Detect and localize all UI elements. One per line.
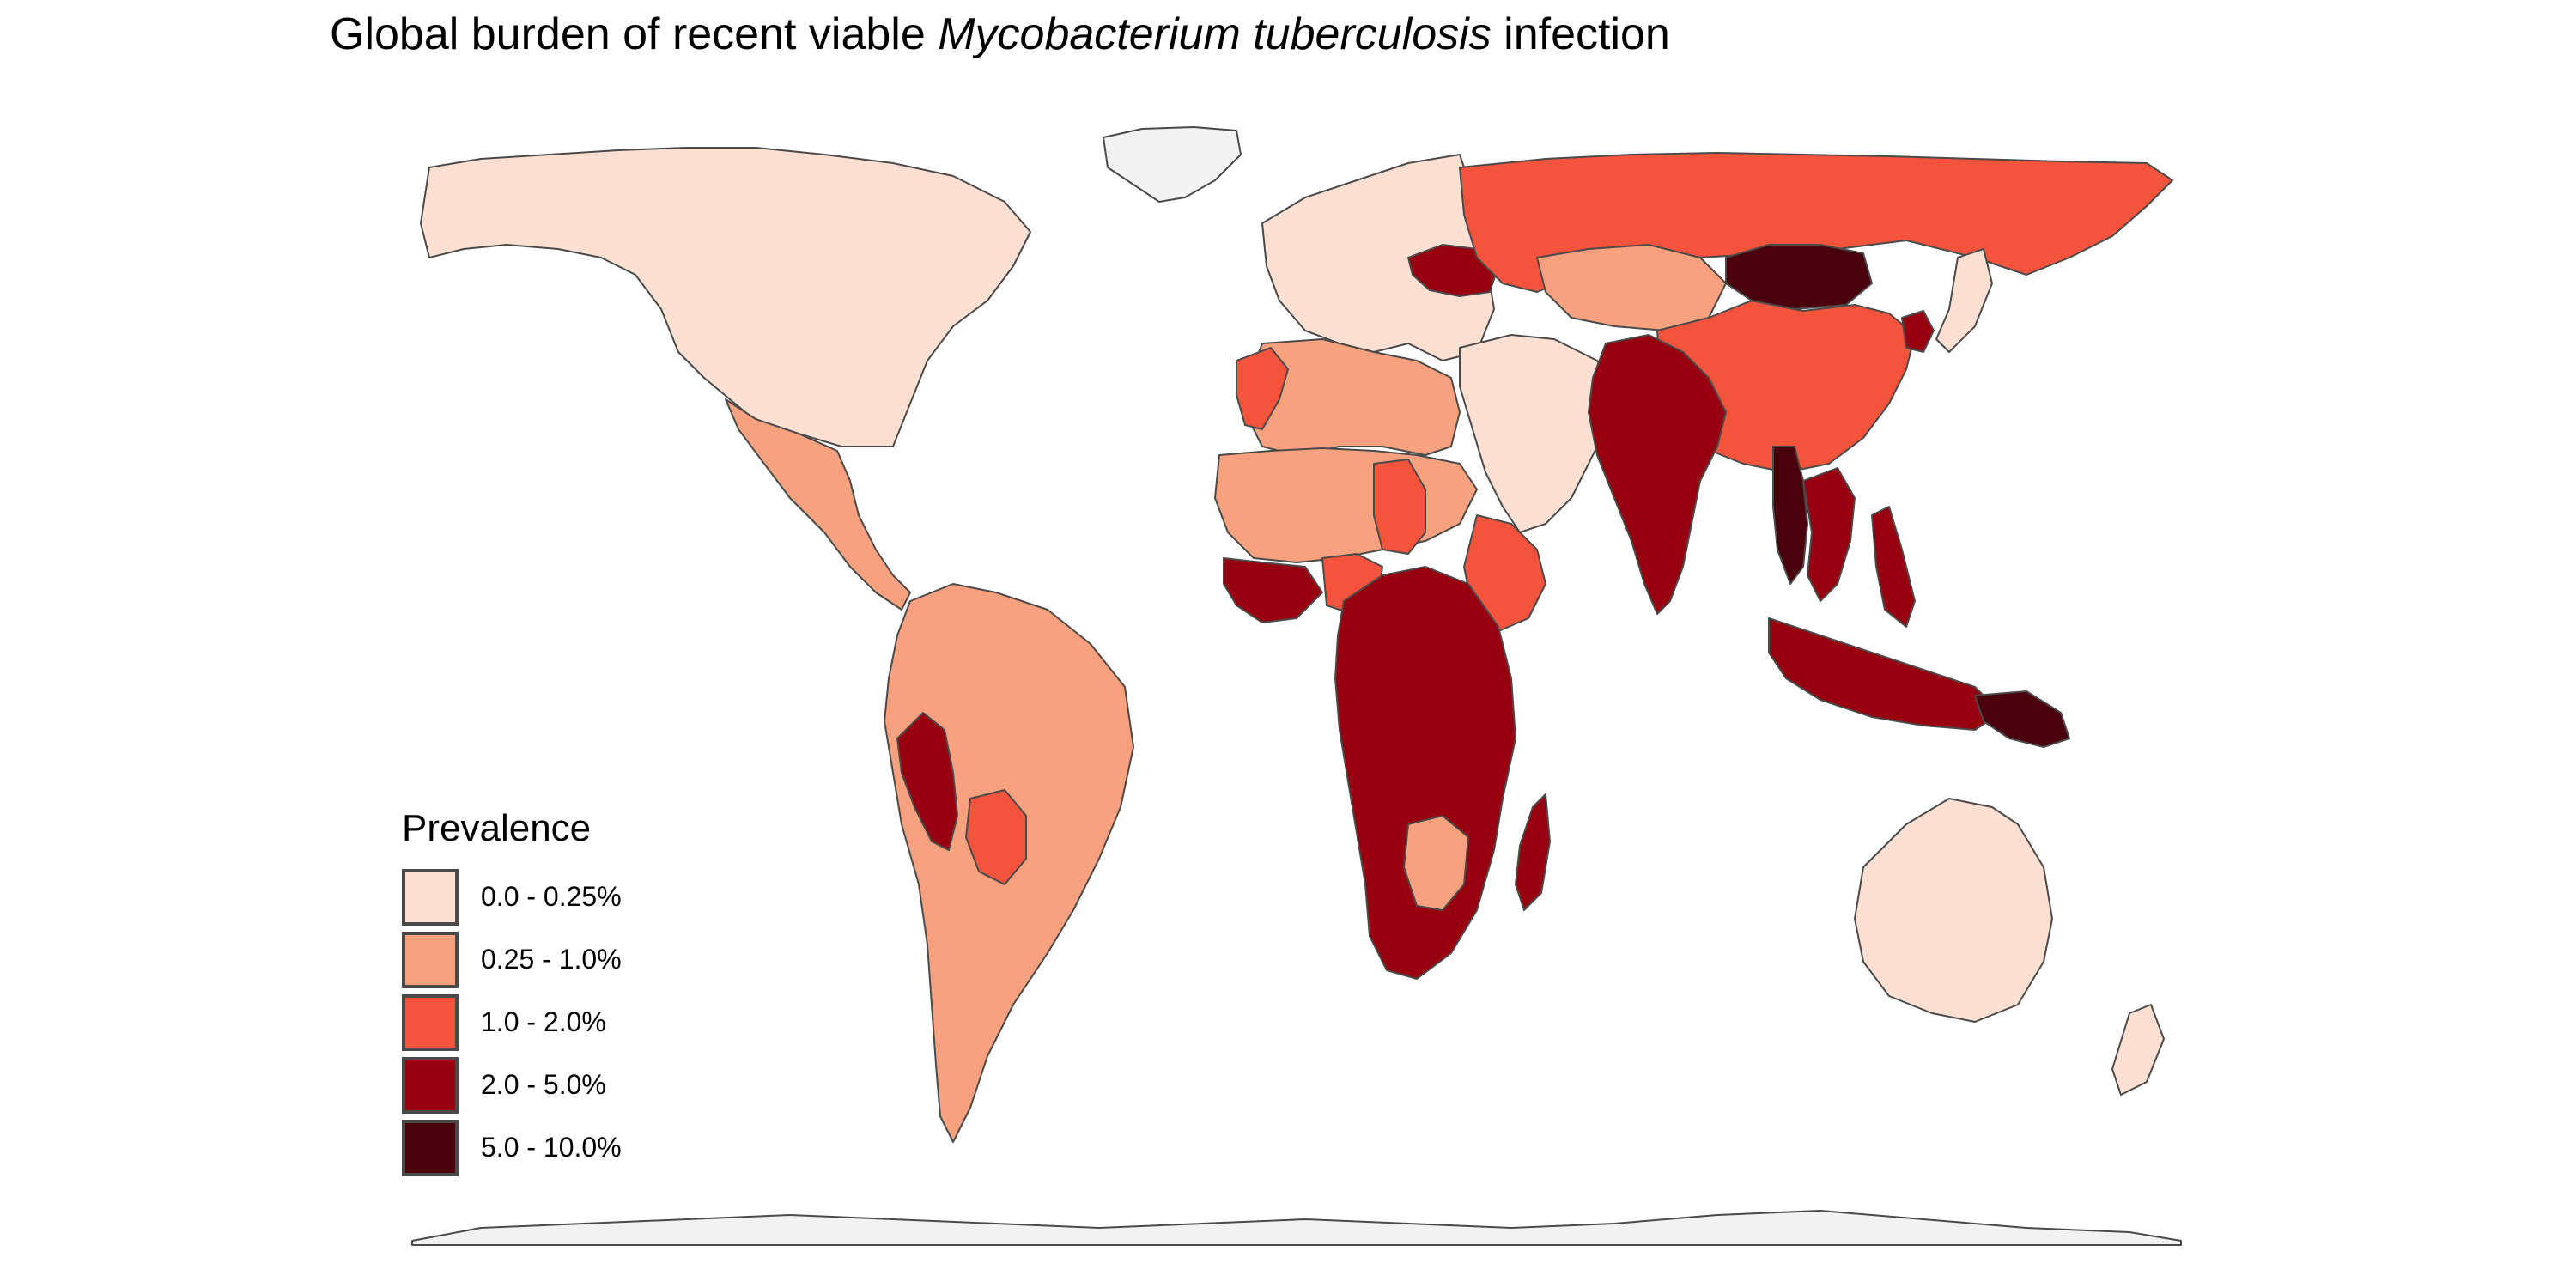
legend-item: 1.0 - 2.0% xyxy=(402,991,622,1054)
region-horn-of-africa xyxy=(1463,514,1546,632)
region-kazakhstan xyxy=(1536,244,1727,331)
title-prefix: Global burden of recent viable xyxy=(330,9,939,59)
legend-item: 2.0 - 5.0% xyxy=(402,1054,622,1116)
region-australia xyxy=(1854,798,2053,1023)
title-suffix: infection xyxy=(1491,9,1670,59)
legend-rows: 0.0 - 0.25% 0.25 - 1.0% 1.0 - 2.0% 2.0 - 5.… xyxy=(402,866,622,1179)
region-new-zealand xyxy=(2111,1004,2165,1096)
region-sahel-west-africa xyxy=(1214,447,1478,563)
map-title: Global burden of recent viable Mycobacte… xyxy=(330,9,1670,60)
legend-title: Prevalence xyxy=(402,807,592,849)
region-chad xyxy=(1373,459,1426,555)
legend-label: 1.0 - 2.0% xyxy=(481,1006,606,1037)
region-madagascar xyxy=(1515,793,1551,911)
region-greenland xyxy=(1103,126,1242,203)
region-coastal-west-africa xyxy=(1223,557,1323,623)
region-papua-new-guinea xyxy=(1974,690,2070,748)
region-myanmar xyxy=(1772,446,1808,585)
legend-swatch xyxy=(402,993,459,1051)
legend-item: 5.0 - 10.0% xyxy=(402,1116,622,1179)
legend-label: 0.0 - 0.25% xyxy=(481,881,622,912)
region-middle-east xyxy=(1459,334,1615,533)
region-ukraine-moldova xyxy=(1407,244,1499,297)
legend-swatch xyxy=(402,1056,459,1114)
region-central-southern-africa xyxy=(1334,566,1516,980)
region-morocco xyxy=(1236,347,1289,430)
region-japan xyxy=(1935,248,1993,353)
region-zambia-malawi xyxy=(1403,815,1469,911)
region-indonesia xyxy=(1768,617,2002,731)
legend-swatch xyxy=(402,1119,459,1176)
region-antarctica xyxy=(411,1210,2182,1246)
region-mongolia xyxy=(1725,244,1873,310)
region-southeast-asia xyxy=(1802,467,1856,602)
legend: Prevalence 0.0 - 0.25% 0.25 - 1.0% 1.0 - 2… xyxy=(402,807,622,1179)
legend-label: 2.0 - 5.0% xyxy=(481,1069,606,1100)
region-peru xyxy=(896,712,958,851)
legend-item: 0.25 - 1.0% xyxy=(402,928,622,991)
legend-swatch xyxy=(402,868,459,926)
region-north-korea xyxy=(1901,310,1935,353)
region-bolivia xyxy=(965,789,1027,885)
legend-label: 0.25 - 1.0% xyxy=(481,944,622,975)
legend-swatch xyxy=(402,931,459,988)
region-north-america xyxy=(420,147,1031,447)
legend-item: 0.0 - 0.25% xyxy=(402,866,622,928)
title-italic: Mycobacterium tuberculosis xyxy=(938,9,1492,59)
region-south-asia xyxy=(1588,334,1727,615)
region-philippines xyxy=(1871,506,1916,628)
legend-label: 5.0 - 10.0% xyxy=(481,1132,622,1163)
region-mexico-central-america xyxy=(725,398,911,611)
